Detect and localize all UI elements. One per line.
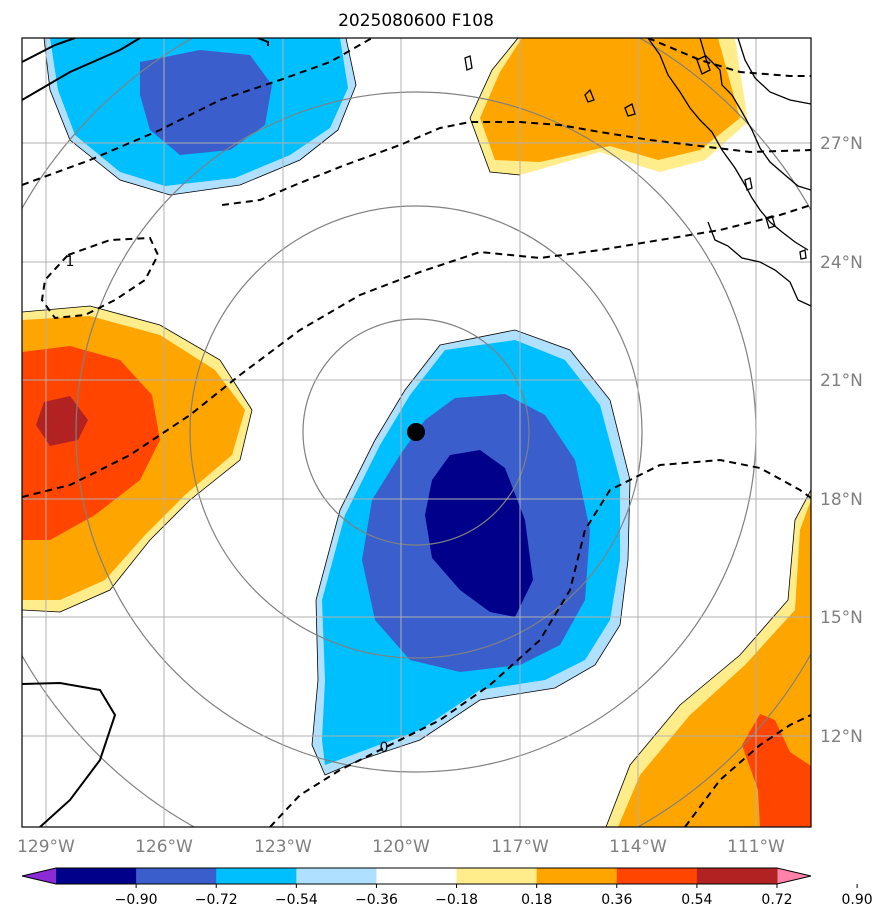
lat-tick-12n: 12°N (820, 727, 863, 747)
outline-northeast (469, 38, 521, 176)
map-panel: 1 0 (21, 37, 812, 828)
lon-tick-129w: 129°W (17, 837, 75, 857)
colorbar-bin (296, 868, 377, 884)
range-ring-1 (302, 318, 530, 546)
colorbar-tick-label: 0.54 (681, 892, 712, 908)
lat-tick-24n: 24°N (820, 253, 863, 273)
latitude-tick-labels: 27°N 24°N 21°N 18°N 15°N 12°N (820, 134, 863, 747)
colorbar-tick-label: 0.18 (521, 892, 552, 908)
island-5 (744, 177, 753, 191)
shade-negative-northwest-core (140, 50, 272, 155)
colorbar-tick-label: 0.90 (842, 892, 873, 908)
coastline-mainland (737, 38, 811, 105)
dashed-contour-northeast (221, 121, 811, 206)
outline-central (311, 329, 631, 776)
colorbar-tick-label: −0.90 (115, 892, 158, 908)
colorbar: −0.90 −0.72 −0.54 −0.36 −0.18 0.18 0.36 0.54 0.7… (21, 867, 873, 908)
colorbar-bin (376, 868, 458, 884)
solid-contour-northwest-1 (22, 38, 76, 63)
colorbar-bin (616, 868, 698, 884)
outline-southeast (605, 489, 811, 827)
colorbar-tick-label: −0.72 (195, 892, 238, 908)
shade-negative-central-max (425, 450, 533, 617)
dashed-contour-north (22, 38, 373, 186)
coastline-mainland-south (707, 221, 811, 307)
outline-northwest (43, 38, 357, 196)
shade-positive-west-max (36, 396, 88, 446)
dashed-contour-central (22, 204, 811, 498)
shade-outlines (22, 38, 811, 827)
coastline-baja-west (647, 38, 809, 251)
colorbar-extend-high (777, 868, 811, 884)
shade-positive-northeast-core (480, 38, 740, 162)
solid-contours (22, 38, 269, 827)
colorbar-tick-label: −0.36 (355, 892, 398, 908)
colorbar-bin (456, 868, 538, 884)
colorbar-bin (56, 868, 137, 884)
colorbar-bin (216, 868, 297, 884)
dashed-contour-zero (269, 458, 811, 827)
coastline (464, 38, 811, 307)
plot-title: 2025080600 F108 (338, 11, 494, 31)
colorbar-extend-low (22, 868, 56, 884)
colorbar-tick-label: 0.72 (761, 892, 792, 908)
colorbar-tick-label: −0.54 (275, 892, 318, 908)
lon-tick-126w: 126°W (135, 837, 193, 857)
dashed-contours (22, 38, 811, 827)
colorbar-tick-label: 0.36 (601, 892, 632, 908)
lon-tick-111w: 111°W (727, 837, 785, 857)
solid-contour-top-small (257, 38, 269, 46)
lat-tick-18n: 18°N (820, 490, 863, 510)
lat-tick-21n: 21°N (820, 371, 863, 391)
lon-tick-114w: 114°W (609, 837, 667, 857)
lat-tick-15n: 15°N (820, 608, 863, 628)
coastline-baja-east (699, 38, 811, 191)
colorbar-bin (536, 868, 618, 884)
gridlines (22, 38, 811, 827)
longitude-tick-labels: 129°W 126°W 123°W 120°W 117°W 114°W 111°… (17, 837, 785, 857)
island-3 (464, 55, 473, 71)
dashed-contour-top-right (647, 38, 811, 77)
map-frame (21, 37, 812, 828)
storm-center-marker (407, 423, 425, 441)
colorbar-bin (696, 868, 778, 884)
contour-label-zero: 0 (380, 740, 389, 756)
colorbar-bin (136, 868, 217, 884)
contour-label-one: 1 (66, 254, 75, 270)
lon-tick-117w: 117°W (491, 837, 549, 857)
island-7 (799, 249, 807, 260)
dashed-contour-southeast (684, 714, 811, 827)
island-4 (696, 55, 711, 75)
lon-tick-123w: 123°W (254, 837, 312, 857)
island-1 (584, 88, 595, 103)
lat-tick-27n: 27°N (820, 134, 863, 154)
solid-contour-northwest-2 (22, 38, 141, 101)
outline-west (22, 305, 253, 613)
lon-tick-120w: 120°W (372, 837, 430, 857)
colorbar-outline (21, 867, 812, 885)
island-2 (624, 103, 636, 117)
range-ring-2 (189, 205, 643, 659)
solid-contour-southwest (22, 681, 117, 827)
shade-positive-west-strong (22, 346, 160, 540)
colorbar-tick-label: −0.18 (435, 892, 478, 908)
shade-positive-southeast-strong (742, 714, 811, 827)
